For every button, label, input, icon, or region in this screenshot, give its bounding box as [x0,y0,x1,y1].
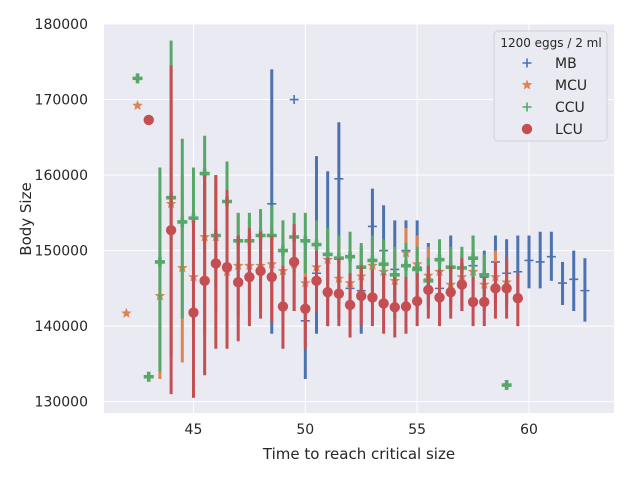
legend-item-ccu: CCU [522,100,585,116]
legend-lcu-marker [521,123,533,135]
lcu-marker [356,290,367,302]
x-tick-labels: 45 50 55 60 [185,422,538,438]
lcu-marker [311,275,322,287]
lcu-marker [367,292,378,303]
y-tick-label: 130000 [35,395,88,411]
series-lcu [143,65,524,398]
y-axis-label: Body Size [17,182,35,255]
ccu-marker [177,216,188,227]
lcu-marker [467,296,479,308]
legend-items: MB MCU CCU LCU [521,56,587,138]
lcu-marker [188,307,199,318]
ccu-marker [277,245,288,256]
lcu-marker [199,275,210,287]
mb-marker [569,274,579,284]
lcu-marker [165,225,177,236]
y-tick-labels: 130000 140000 150000 160000 170000 180000 [35,17,88,411]
lcu-marker [322,286,333,298]
legend-item-mcu: MCU [521,78,587,94]
lcu-marker [221,262,233,273]
ccu-marker [132,73,143,84]
mb-marker [546,252,556,262]
lcu-marker [244,271,255,283]
legend-title: 1200 eggs / 2 ml [500,36,601,50]
mb-marker [535,257,545,267]
legend-mcu-marker [521,79,533,90]
lcu-marker [143,114,154,126]
x-tick-label: 45 [185,422,203,438]
lcu-marker [344,299,356,311]
ccu-marker [300,235,311,246]
lcu-marker [434,292,445,303]
lcu-marker [288,256,300,268]
x-tick-label: 50 [296,422,314,438]
lcu-marker [255,265,266,277]
mb-marker [524,255,534,265]
lcu-marker [490,283,501,294]
legend-ccu-marker [522,102,532,112]
mcu-marker [132,100,143,111]
ccu-marker [434,254,445,265]
legend-mb-marker [522,58,532,68]
lcu-marker [423,284,434,296]
ccu-marker [154,256,165,267]
legend-item-mb: MB [522,56,577,72]
mb-marker [580,286,590,296]
y-tick-label: 170000 [35,93,88,109]
lcu-marker [389,302,400,313]
mb-marker [367,221,377,231]
y-tick-label: 150000 [35,244,88,260]
lcu-marker [501,283,512,294]
lcu-marker [266,271,277,283]
legend-box [493,30,608,142]
legend-label: LCU [555,122,583,138]
legend-label: MB [555,56,577,72]
legend-label: CCU [555,100,585,116]
lcu-marker [456,279,468,290]
legend-item-lcu: LCU [521,122,583,138]
lcu-marker [378,298,389,309]
mb-marker [558,278,568,288]
lcu-marker [411,296,423,307]
x-axis-label: Time to reach critical size [262,445,455,463]
legend: 1200 eggs / 2 ml MB MCU CCU LCU [493,30,608,142]
lcu-marker [233,277,244,288]
x-tick-label: 55 [408,422,426,438]
series-layer [121,40,590,398]
lcu-marker [210,258,222,269]
lcu-marker [300,303,311,314]
ccu-marker [378,259,389,270]
ccu-marker [412,264,423,275]
ccu-marker [345,251,356,262]
mb-marker [289,95,299,105]
lcu-marker [333,288,345,299]
ccu-marker [468,253,479,264]
lcu-marker [479,296,490,308]
mcu-marker [121,307,132,318]
mb-marker [334,174,344,184]
legend-label: MCU [555,78,587,94]
ccu-marker [367,255,378,266]
lcu-marker [400,301,412,312]
lcu-marker [445,286,456,298]
lcu-marker [512,292,524,304]
ccu-marker [311,239,322,250]
x-tick-label: 60 [520,422,538,438]
lcu-marker [277,301,289,312]
y-tick-label: 160000 [35,168,88,184]
ccu-marker [143,371,154,382]
ccu-marker [322,249,333,260]
ccu-marker [400,260,411,271]
ccu-marker [501,380,512,391]
y-tick-label: 180000 [35,17,88,33]
y-tick-label: 140000 [35,319,88,335]
